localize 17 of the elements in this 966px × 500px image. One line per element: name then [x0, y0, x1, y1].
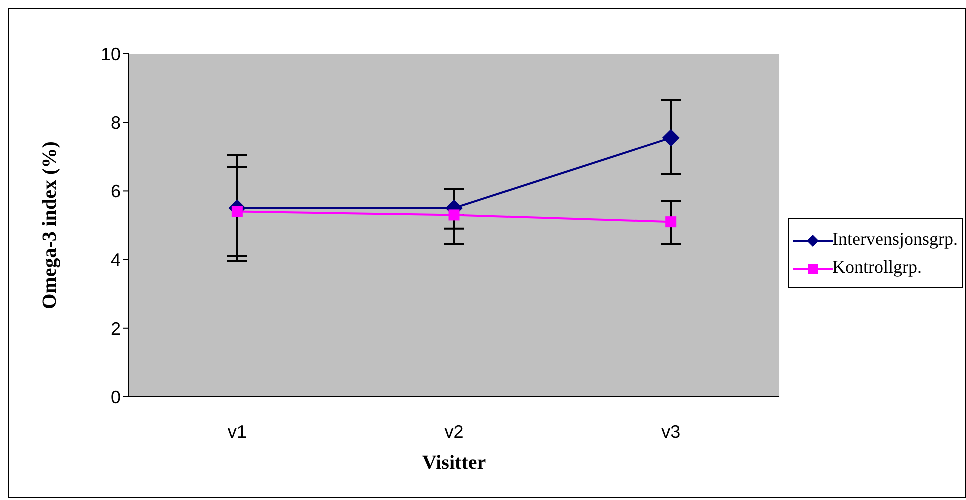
y-axis-title: Omega-3 index (%) — [39, 142, 62, 310]
point — [448, 210, 460, 221]
point — [666, 216, 677, 228]
y-tick-label: 6 — [110, 182, 121, 202]
y-tick-label: 8 — [110, 112, 121, 133]
legend-label: Intervensjonsgrp. — [832, 229, 958, 249]
y-tick-label: 4 — [110, 250, 121, 270]
legend-label: Kontrollgrp. — [832, 257, 922, 277]
y-tick-label: 0 — [110, 387, 121, 408]
x-tick-label: v2 — [444, 422, 464, 442]
x-tick-label: v1 — [228, 422, 247, 442]
y-tick-label: 2 — [110, 318, 121, 339]
point — [662, 130, 680, 147]
y-tick-label: 10 — [100, 44, 121, 64]
x-tick-label: v3 — [662, 422, 681, 442]
x-axis-title: Visitter — [422, 452, 486, 474]
point — [232, 206, 243, 218]
